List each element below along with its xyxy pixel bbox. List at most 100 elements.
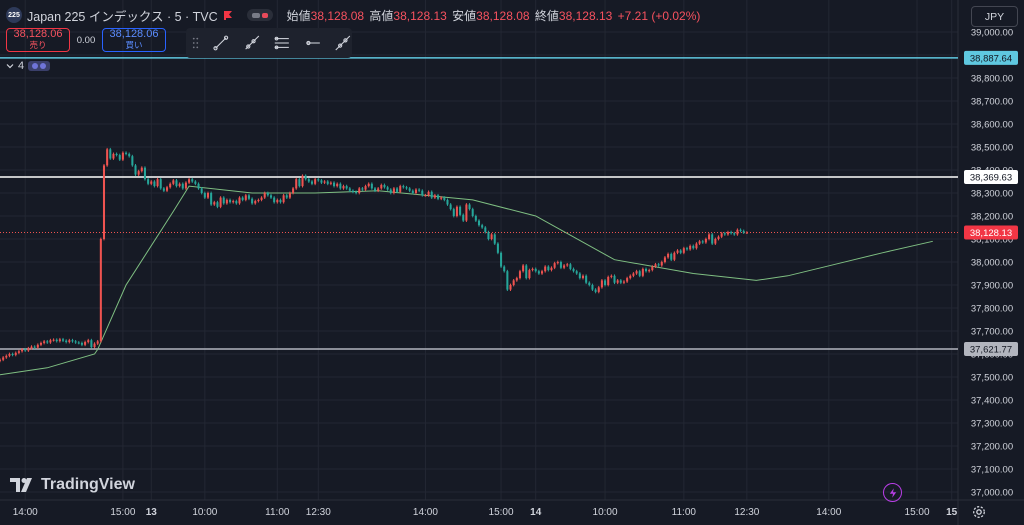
candle-body [336, 183, 339, 187]
candle-body [225, 199, 228, 204]
candle-body [49, 340, 52, 343]
candle-body [235, 201, 238, 204]
hline-badge [964, 341, 1018, 356]
flag-icon[interactable] [223, 10, 233, 20]
candle-body [17, 351, 20, 353]
candle-body [55, 339, 58, 342]
drag-handle-icon[interactable] [192, 36, 199, 50]
horizontal-ray-icon[interactable] [304, 33, 322, 53]
ray-line-icon[interactable] [243, 33, 261, 53]
candle-body [414, 189, 417, 193]
candle-body [273, 197, 276, 203]
candle-body [619, 280, 622, 283]
candle-body [399, 186, 402, 192]
price-axis[interactable]: 39,000.0038,900.0038,800.0038,700.0038,6… [971, 28, 1013, 499]
candle-body [96, 341, 99, 344]
candle-body [733, 233, 736, 235]
ohlc-low-value: 38,128.08 [476, 8, 530, 23]
price-tick-label: 37,000.00 [971, 488, 1013, 499]
candle-body [317, 179, 320, 181]
candle-body [342, 186, 345, 189]
candle-body [247, 195, 250, 199]
hline-badge-label: 37,621.77 [970, 344, 1012, 355]
candle-body [455, 206, 458, 216]
candle-body [509, 285, 512, 290]
indicator-status-icon[interactable] [28, 61, 51, 71]
candle-body [194, 181, 197, 184]
candlesticks [0, 147, 748, 363]
candle-body [708, 234, 711, 239]
currency-selector[interactable]: JPY [971, 6, 1018, 27]
candle-body [254, 201, 257, 204]
candle-body [33, 346, 36, 348]
candle-body [203, 193, 206, 198]
buy-button[interactable]: 38,128.06 買い [102, 28, 166, 52]
candle-body [490, 234, 493, 239]
candle-body [80, 342, 83, 345]
last-price-badge [964, 225, 1018, 240]
lightning-icon[interactable] [883, 483, 902, 502]
candle-body [364, 186, 367, 190]
candle-body [153, 181, 156, 187]
tradingview-logo-icon [10, 478, 32, 492]
extended-line-icon[interactable] [334, 33, 352, 53]
ohlc-open-label: 始値 [286, 8, 311, 23]
candle-body [178, 183, 181, 187]
candle-body [704, 239, 707, 243]
price-tick-label: 37,500.00 [971, 373, 1013, 384]
candle-body [355, 191, 358, 193]
candle-body [638, 271, 641, 276]
trend-line-icon[interactable] [212, 33, 230, 53]
candle-body [515, 278, 518, 281]
candle-body [77, 342, 80, 344]
horizontal-lines [0, 57, 958, 350]
ohlc-low-label: 安値 [452, 8, 477, 23]
candle-body [43, 341, 46, 343]
candle-body [84, 342, 87, 345]
symbol-logo[interactable]: 225 [6, 7, 22, 23]
toggle-icon[interactable] [246, 9, 273, 21]
candle-body [62, 339, 65, 341]
time-tick-label: 15:00 [110, 507, 135, 518]
candle-body [147, 179, 150, 184]
candle-body [383, 184, 386, 188]
indicator-legend[interactable]: 4 [6, 60, 51, 72]
sell-button[interactable]: 38,128.06 売り [6, 28, 70, 52]
gear-icon[interactable] [972, 505, 986, 519]
candle-body [27, 348, 30, 351]
candle-body [616, 280, 619, 283]
price-tick-label: 37,800.00 [971, 304, 1013, 315]
chevron-down-icon[interactable] [6, 62, 14, 70]
candle-body [673, 252, 676, 260]
candle-body [46, 341, 49, 343]
candle-body [333, 182, 336, 187]
candle-body [367, 183, 370, 187]
candle-body [348, 188, 351, 191]
time-tick-label: 10:00 [593, 507, 618, 518]
candle-body [380, 184, 383, 189]
candle-body [449, 204, 452, 210]
candle-body [109, 149, 112, 159]
candle-body [566, 264, 569, 266]
candle-body [65, 340, 68, 343]
candle-body [219, 197, 222, 207]
candle-body [106, 149, 109, 166]
time-tick-label: 15:00 [489, 507, 514, 518]
drawing-toolbar [186, 28, 352, 58]
candle-body [648, 270, 651, 272]
candle-body [266, 193, 269, 196]
symbol-title[interactable]: Japan 225 インデックス · 5 · TVC [27, 9, 218, 24]
hline-badge-label: 38,887.64 [970, 53, 1012, 64]
parallel-channel-icon[interactable] [273, 33, 291, 53]
candle-body [418, 189, 421, 191]
candle-body [547, 266, 550, 271]
candle-body [578, 273, 581, 279]
last-price-label: 38,128.13 [970, 228, 1012, 239]
candle-body [433, 195, 436, 198]
candle-body [534, 268, 537, 272]
time-axis[interactable]: 14:00 15:00 13 10:00 11:00 12:30 14:00 15:00 14 1… [13, 507, 958, 518]
spread-value: 0.00 [76, 34, 96, 46]
candle-body [629, 275, 632, 279]
